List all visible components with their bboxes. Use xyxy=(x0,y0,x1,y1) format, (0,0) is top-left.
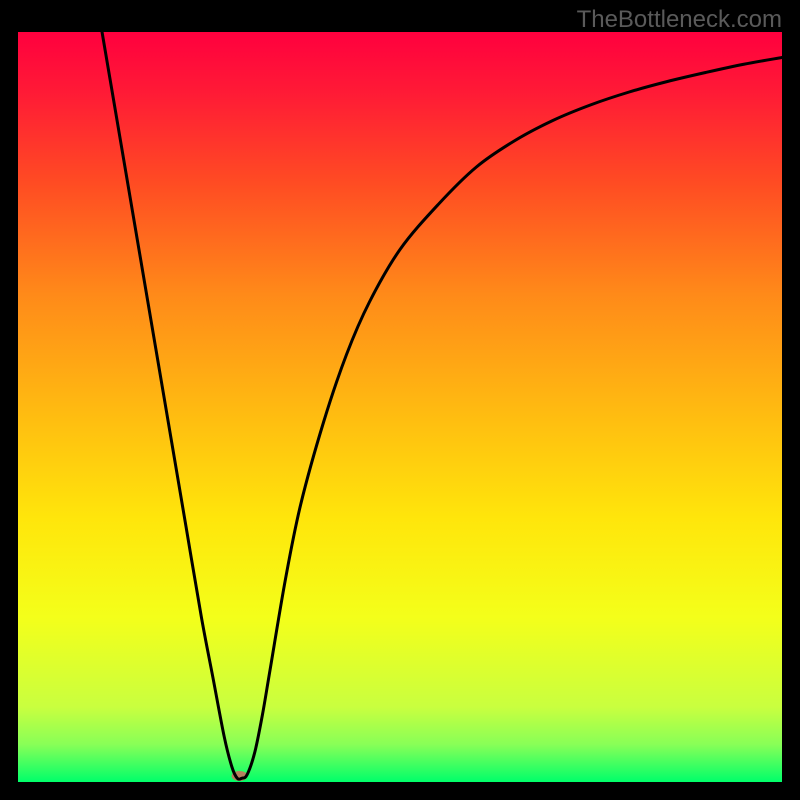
chart-container: TheBottleneck.com xyxy=(0,0,800,800)
gradient-background xyxy=(18,32,782,782)
chart-svg xyxy=(18,32,782,782)
watermark-text: TheBottleneck.com xyxy=(577,6,782,34)
